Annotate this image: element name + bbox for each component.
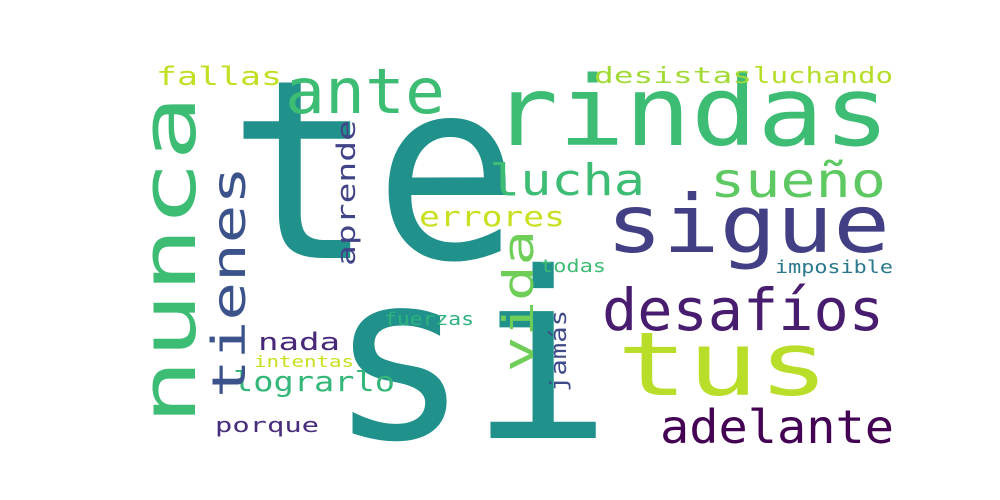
word-porque: porque xyxy=(215,413,319,437)
word-desistas: desistas xyxy=(594,64,752,89)
word-rindas: rindas xyxy=(492,56,890,168)
word-luchando: luchando xyxy=(753,64,893,89)
word-aprende: aprende xyxy=(332,120,362,266)
word-ante: ante xyxy=(285,55,445,128)
word-jamas: jamás xyxy=(547,310,572,392)
word-fallas: fallas xyxy=(156,62,282,92)
word-nunca: nunca xyxy=(124,95,213,425)
word-sueno: sueño xyxy=(710,153,886,209)
word-vida: vida xyxy=(494,230,543,372)
word-nada: nada xyxy=(258,328,340,356)
word-te: te xyxy=(228,26,520,317)
word-lograrlo: lograrlo xyxy=(233,365,395,398)
word-tienes: tienes xyxy=(202,166,256,398)
word-sigue: sigue xyxy=(606,178,890,271)
word-tus: tus xyxy=(617,313,829,416)
word-desafios: desafíos xyxy=(602,276,884,344)
word-si: si xyxy=(328,223,612,493)
word-lucha: lucha xyxy=(489,155,645,206)
word-imposible: imposible xyxy=(775,257,893,278)
word-errores: errores xyxy=(419,200,565,233)
word-todas: todas xyxy=(540,256,606,277)
word-fuerzas: fuerzas xyxy=(384,309,474,330)
word-adelante: adelante xyxy=(660,400,894,454)
word-intentas: intentas xyxy=(254,352,354,371)
